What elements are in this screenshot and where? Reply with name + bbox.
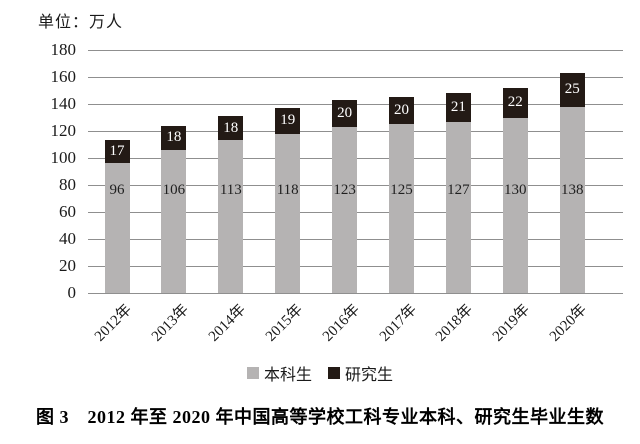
value-label-graduate: 20 (394, 102, 409, 119)
bar-undergraduate-2019年 (502, 117, 528, 293)
bar-undergraduate-2014年 (218, 140, 244, 293)
legend-item-graduate: 研究生 (328, 361, 393, 385)
legend-item-undergraduate: 本科生 (246, 361, 312, 385)
y-axis-tick-40: 40 (59, 229, 76, 248)
value-label-undergraduate: 118 (276, 182, 299, 198)
x-axis-label-2018年: 2018年 (433, 301, 477, 345)
legend-swatch-graduate-icon (328, 367, 340, 379)
value-label-undergraduate: 113 (219, 182, 242, 198)
y-axis-tick-180: 180 (50, 40, 77, 59)
value-label-undergraduate: 127 (447, 182, 470, 198)
value-label-graduate: 22 (507, 94, 523, 111)
bar-graduate-2020年: 25 (559, 72, 585, 107)
legend-label-graduate: 研究生 (345, 367, 394, 384)
gridline-y-160 (88, 76, 623, 78)
bar-undergraduate-2020年 (559, 106, 585, 293)
bar-undergraduate-2018年 (445, 121, 471, 293)
figure-caption: 图 3 2012 年至 2020 年中国高等学校工科专业本科、研究生毕业生数 (36, 407, 604, 427)
bar-graduate-2016年: 20 (332, 99, 358, 127)
y-axis-tick-100: 100 (50, 148, 77, 167)
value-label-undergraduate: 130 (504, 182, 527, 198)
bar-graduate-2012年: 17 (104, 140, 130, 164)
y-axis-tick-60: 60 (59, 202, 76, 221)
value-label-undergraduate: 138 (560, 182, 584, 198)
value-label-graduate: 17 (109, 143, 125, 160)
bar-graduate-2019年: 22 (502, 87, 528, 118)
y-axis-tick-140: 140 (50, 94, 77, 113)
bar-undergraduate-2017年 (389, 124, 414, 293)
x-axis-label-2019年: 2019年 (490, 301, 534, 345)
x-axis-label-2013年: 2013年 (148, 301, 192, 345)
value-label-undergraduate: 106 (162, 182, 186, 198)
legend-swatch-undergraduate-icon (246, 367, 259, 379)
x-axis-label-2020年: 2020年 (547, 301, 591, 345)
value-label-graduate: 19 (280, 112, 296, 129)
value-label-undergraduate: 125 (390, 182, 413, 198)
bar-undergraduate-2015年 (275, 133, 301, 293)
unit-label: 单位：万人 (38, 14, 124, 31)
bar-undergraduate-2013年 (161, 149, 187, 293)
x-axis-label-2017年: 2017年 (376, 301, 420, 345)
value-label-graduate: 20 (337, 104, 353, 121)
bar-undergraduate-2012年 (104, 163, 130, 293)
x-axis-label-2014年: 2014年 (205, 301, 249, 345)
bar-graduate-2015年: 19 (275, 108, 301, 134)
value-label-undergraduate: 96 (109, 182, 125, 198)
y-axis-tick-160: 160 (50, 67, 77, 86)
gridline-y-180 (88, 49, 623, 51)
bar-graduate-2018年: 21 (445, 93, 471, 122)
y-axis-tick-20: 20 (59, 256, 76, 275)
y-axis-tick-120: 120 (50, 121, 77, 140)
legend: 本科生 研究生 (0, 361, 640, 385)
value-label-graduate: 21 (450, 98, 466, 115)
bar-undergraduate-2016年 (332, 126, 358, 293)
x-axis-label-2012年: 2012年 (91, 301, 136, 345)
bar-graduate-2017年: 20 (389, 97, 414, 125)
x-axis-label-2015年: 2015年 (262, 301, 306, 345)
bar-graduate-2014年: 18 (218, 116, 244, 141)
y-axis-tick-80: 80 (59, 175, 76, 194)
x-axis-label-2016年: 2016年 (319, 301, 363, 345)
gridline-y-0 (88, 292, 623, 294)
value-label-graduate: 18 (166, 129, 182, 146)
y-axis-tick-0: 0 (67, 283, 77, 302)
legend-label-undergraduate: 本科生 (263, 367, 312, 384)
value-label-graduate: 25 (564, 81, 580, 98)
plot-area: 0 20 40 60 80 100 120 140 160 180 17 96 2012年 18 106 20… (51, 40, 623, 345)
bar-graduate-2013年: 18 (161, 125, 187, 150)
value-label-graduate: 18 (223, 119, 239, 136)
value-label-undergraduate: 123 (333, 182, 356, 198)
